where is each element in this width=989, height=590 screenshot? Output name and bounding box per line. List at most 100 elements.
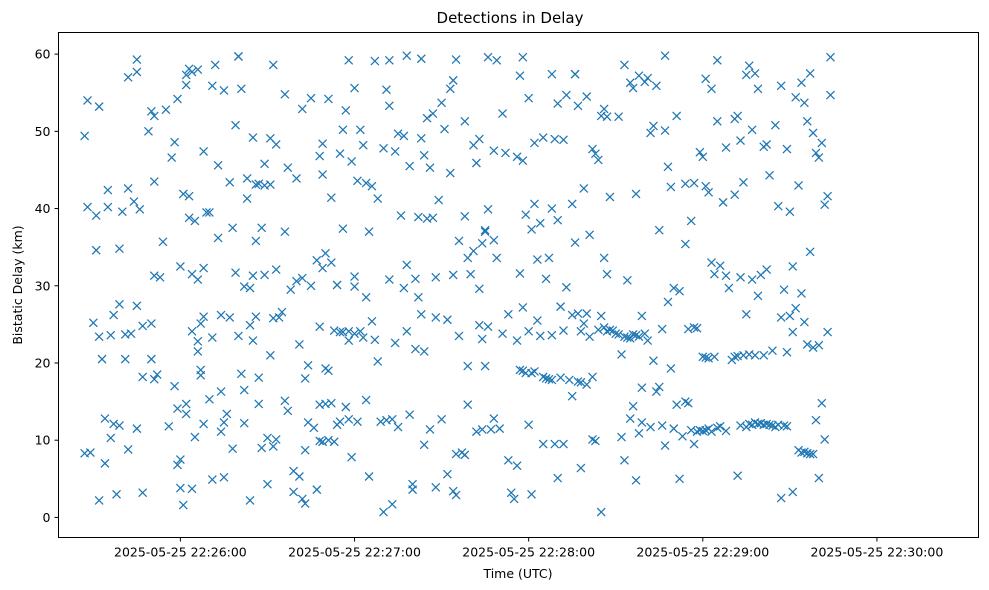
data-point-marker [149,177,159,186]
data-point-marker [283,163,293,173]
data-point-marker [744,61,754,71]
data-point-marker [733,471,743,481]
data-point-marker [329,326,339,336]
data-point-marker [193,346,203,356]
data-point-marker [115,421,124,430]
data-point-marker [495,424,505,434]
data-point-marker [387,414,397,424]
data-point-marker [559,439,568,449]
data-point-marker [712,116,722,126]
data-point-marker [451,55,461,64]
data-point-marker [660,126,670,136]
data-point-marker [672,400,682,410]
data-point-marker [675,474,685,484]
data-point-marker [390,338,400,348]
data-point-marker [625,414,635,424]
data-point-marker [689,178,699,188]
data-point-marker [239,385,249,395]
data-point-marker [173,404,182,413]
data-point-marker [175,262,185,271]
data-point-marker [730,190,740,200]
data-point-marker [416,309,426,319]
data-point-marker [245,320,255,330]
data-point-marker [94,332,104,342]
data-point-marker [744,419,754,429]
data-point-marker [268,441,278,451]
data-point-marker [164,421,174,431]
data-point-marker [686,216,696,226]
data-point-marker [297,104,307,114]
data-point-marker [411,274,420,284]
data-point-marker [350,282,359,291]
data-point-marker [350,329,359,339]
data-point-marker [817,138,827,148]
data-point-marker [643,73,653,83]
data-point-marker [109,419,119,429]
data-point-marker [158,237,168,247]
y-axis-label: Bistatic Delay (km) [10,225,25,344]
data-point-marker [451,490,461,500]
x-tick-label: 2025-05-25 22:30:00 [811,545,944,560]
data-point-marker [83,96,92,105]
data-point-marker [698,426,708,436]
data-point-marker [512,461,522,471]
data-point-marker [628,401,638,411]
data-point-marker [199,146,209,156]
data-point-marker [231,268,240,278]
data-point-marker [268,60,278,70]
data-point-marker [126,329,136,339]
chart-title: Detections in Delay [437,9,584,27]
data-point-marker [425,163,435,173]
data-point-marker [646,128,655,138]
data-point-marker [344,414,354,424]
data-point-marker [515,268,525,278]
data-point-marker [370,56,380,66]
data-point-marker [100,414,110,424]
data-point-marker [553,473,563,483]
data-point-marker [689,439,699,449]
y-tick-label: 50 [35,124,51,139]
data-point-marker [428,213,438,223]
data-point-marker [402,326,412,336]
data-point-marker [294,472,304,481]
plot-area-frame [58,32,979,538]
data-point-marker [570,238,580,247]
y-tick-label: 40 [35,201,51,216]
data-point-marker [686,425,696,435]
data-point-marker [602,269,612,279]
data-point-marker [129,197,139,207]
data-point-marker [248,336,258,346]
data-point-marker [553,215,563,225]
data-point-marker [358,333,368,342]
data-point-marker [663,162,673,172]
data-point-marker [785,207,795,217]
data-point-marker [280,89,290,99]
data-point-marker [199,312,209,322]
data-point-marker [309,423,319,433]
data-point-marker [527,489,537,499]
data-point-marker [776,81,786,91]
data-point-marker [596,311,606,321]
data-point-marker [216,310,226,320]
data-point-marker [765,420,774,430]
data-point-marker [207,475,217,485]
data-point-marker [384,55,394,65]
y-axis-ticks: 0 10 20 30 40 50 60 [35,47,59,525]
data-point-marker [138,321,148,331]
data-point-marker [483,322,493,332]
data-point-marker [640,77,650,87]
data-point-marker [573,309,583,319]
data-point-marker [437,414,447,424]
data-point-marker [187,484,197,494]
data-point-marker [550,134,560,144]
data-point-marker [367,316,377,326]
data-point-marker [382,85,391,95]
data-point-marker [736,136,745,146]
data-point-marker [666,182,676,192]
data-point-marker [193,65,203,75]
data-point-marker [646,422,655,432]
data-point-marker [582,309,592,319]
data-point-marker [367,181,377,191]
data-point-marker [797,78,806,88]
data-point-marker [146,319,156,329]
